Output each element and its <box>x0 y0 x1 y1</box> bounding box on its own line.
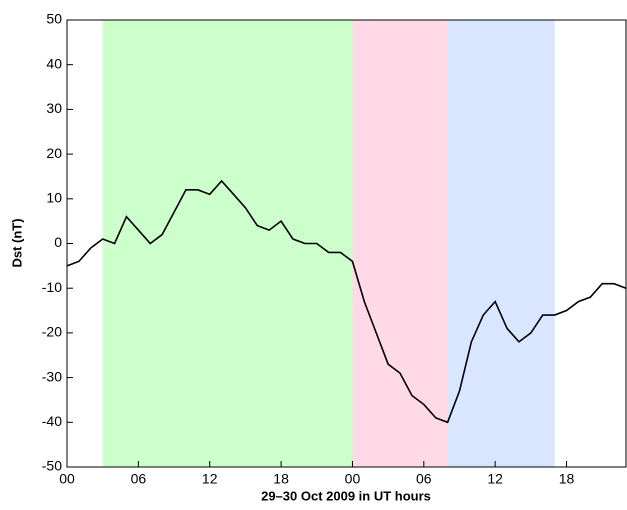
x-tick-label: 18 <box>559 471 575 487</box>
plot-frame <box>66 19 627 468</box>
x-tick-label: 12 <box>487 471 503 487</box>
x-axis-label: 29–30 Oct 2009 in UT hours <box>261 488 431 503</box>
y-tick-label: 0 <box>54 234 62 250</box>
y-tick-label: 50 <box>46 11 62 27</box>
y-tick-label: 20 <box>46 145 62 161</box>
y-tick-label: -10 <box>42 279 62 295</box>
y-tick-label: -40 <box>42 413 62 429</box>
x-tick-label: 12 <box>202 471 218 487</box>
shaded-region <box>447 20 555 467</box>
y-tick-label: -50 <box>42 458 62 474</box>
y-axis-label: Dst (nT) <box>9 218 24 267</box>
x-tick-label: 06 <box>416 471 432 487</box>
x-tick-label: 00 <box>59 471 75 487</box>
y-tick-label: -20 <box>42 324 62 340</box>
y-tick-label: 40 <box>46 55 62 71</box>
x-tick-label: 00 <box>345 471 361 487</box>
x-tick-label: 06 <box>131 471 147 487</box>
y-tick-label: -30 <box>42 368 62 384</box>
y-tick-label: 10 <box>46 190 62 206</box>
x-tick-label: 18 <box>273 471 289 487</box>
y-tick-label: 30 <box>46 100 62 116</box>
shaded-region <box>352 20 448 467</box>
data-line <box>66 179 627 424</box>
